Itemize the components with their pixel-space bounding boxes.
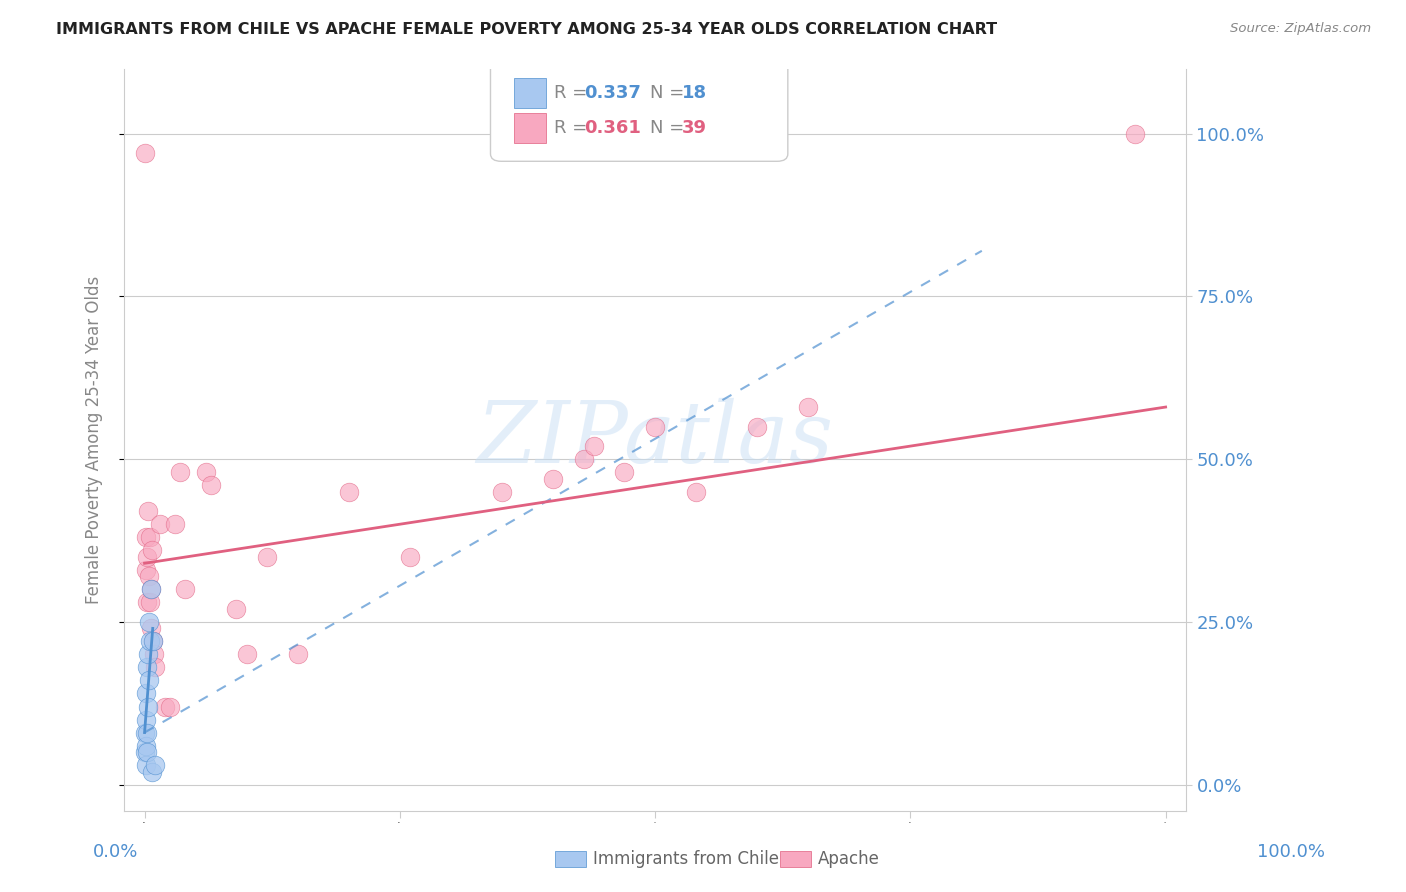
Point — [644, 419, 666, 434]
Y-axis label: Female Poverty Among 25-34 Year Olds: Female Poverty Among 25-34 Year Olds — [86, 276, 103, 604]
Point — [135, 686, 157, 700]
Text: Apache: Apache — [818, 850, 880, 868]
Point — [138, 595, 160, 609]
Point — [139, 621, 162, 635]
Point — [135, 530, 157, 544]
Point — [797, 400, 820, 414]
Point — [165, 517, 187, 532]
Point — [287, 648, 309, 662]
Point — [143, 660, 166, 674]
Point — [1123, 127, 1146, 141]
Text: 0.0%: 0.0% — [93, 843, 138, 861]
Point — [613, 465, 636, 479]
Point — [135, 725, 157, 739]
Point — [685, 484, 707, 499]
Point — [582, 439, 605, 453]
Point — [135, 563, 157, 577]
Point — [399, 549, 422, 564]
Text: 0.361: 0.361 — [583, 119, 641, 136]
Point — [138, 530, 160, 544]
Point — [135, 660, 157, 674]
Bar — [513, 78, 546, 108]
Text: 39: 39 — [682, 119, 707, 136]
Text: 18: 18 — [682, 84, 707, 102]
Point — [136, 504, 159, 518]
Point — [142, 648, 165, 662]
Point — [135, 713, 157, 727]
FancyBboxPatch shape — [491, 61, 787, 161]
Point — [135, 595, 157, 609]
Point — [139, 582, 162, 597]
Point — [491, 484, 513, 499]
Point — [141, 764, 163, 779]
Point — [143, 758, 166, 772]
Text: N =: N = — [650, 84, 690, 102]
Text: ZIPatlas: ZIPatlas — [477, 398, 834, 481]
Text: 0.337: 0.337 — [583, 84, 641, 102]
Bar — [513, 113, 546, 143]
Point — [134, 725, 156, 739]
Point — [135, 739, 157, 753]
Point — [153, 699, 176, 714]
Point — [134, 146, 156, 161]
Text: IMMIGRANTS FROM CHILE VS APACHE FEMALE POVERTY AMONG 25-34 YEAR OLDS CORRELATION: IMMIGRANTS FROM CHILE VS APACHE FEMALE P… — [56, 22, 997, 37]
Text: Source: ZipAtlas.com: Source: ZipAtlas.com — [1230, 22, 1371, 36]
Point — [747, 419, 769, 434]
Point — [169, 465, 191, 479]
Point — [541, 472, 564, 486]
Point — [141, 543, 163, 558]
Point — [174, 582, 197, 597]
Point — [135, 549, 157, 564]
Point — [149, 517, 172, 532]
Point — [337, 484, 360, 499]
Point — [256, 549, 278, 564]
Point — [135, 745, 157, 759]
Point — [225, 602, 247, 616]
Point — [235, 648, 257, 662]
Point — [135, 758, 157, 772]
Text: Immigrants from Chile: Immigrants from Chile — [593, 850, 779, 868]
Point — [138, 569, 160, 583]
Point — [138, 634, 160, 648]
Point — [138, 615, 160, 629]
Point — [159, 699, 181, 714]
Point — [572, 452, 595, 467]
Text: R =: R = — [554, 119, 593, 136]
Point — [142, 634, 165, 648]
Point — [142, 634, 165, 648]
Point — [136, 699, 159, 714]
Text: N =: N = — [650, 119, 690, 136]
Text: 100.0%: 100.0% — [1257, 843, 1324, 861]
Point — [138, 673, 160, 688]
Point — [136, 648, 159, 662]
Point — [200, 478, 222, 492]
Point — [139, 582, 162, 597]
Point — [194, 465, 217, 479]
Point — [134, 745, 156, 759]
Text: R =: R = — [554, 84, 593, 102]
